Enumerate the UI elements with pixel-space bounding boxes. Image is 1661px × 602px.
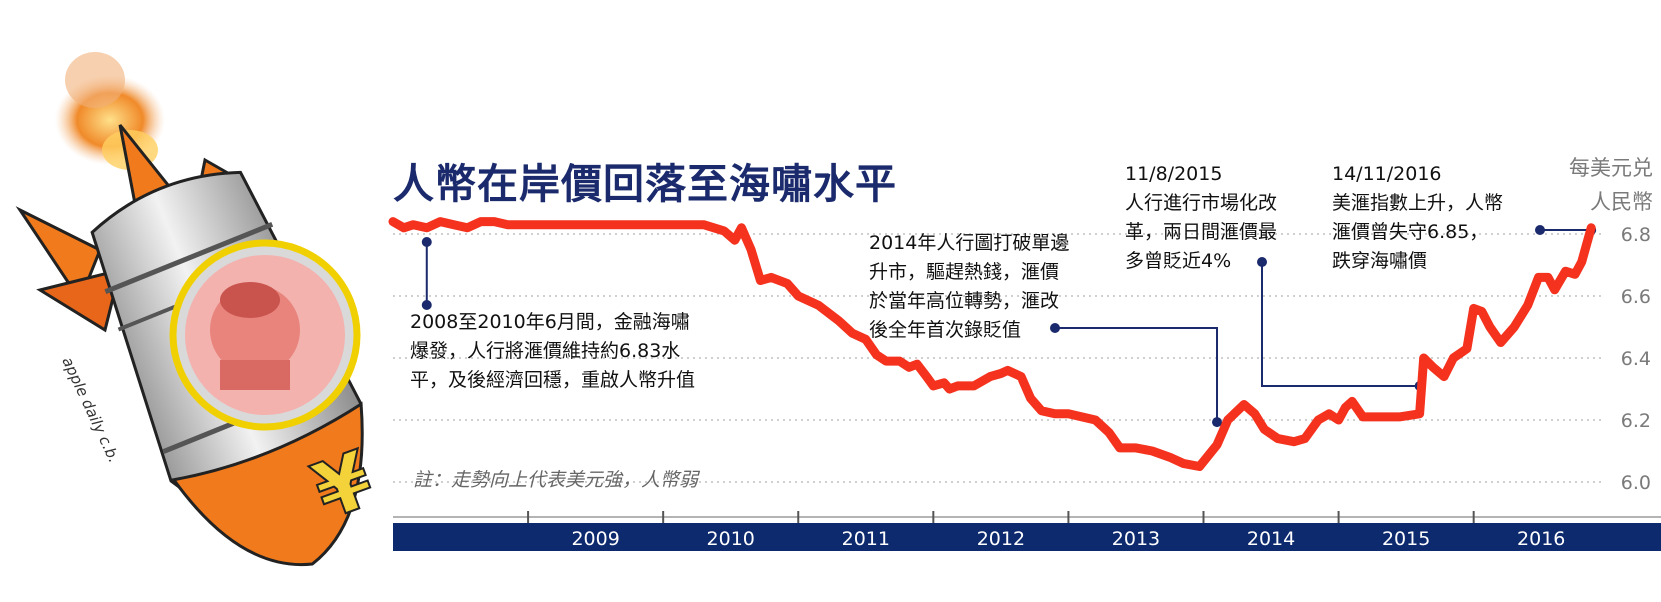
annotation-line: 2008至2010年6月間，金融海嘯 [410,311,690,333]
annotation-line: 平，及後經濟回穩，重啟人幣升值 [410,369,696,391]
chart-footnote: 註：走勢向上代表美元強，人幣弱 [413,469,699,491]
annotation-line: 14/11/2016 [1332,163,1442,185]
x-axis-ticks: 2009 2010 2011 2012 2013 2014 2015 2016 [527,511,1565,550]
annotation-2014: 2014年人行圖打破單邊 升市，驅趕熱錢，滙價 於當年高位轉勢，滙改 後全年首次… [869,229,1069,345]
y-tick-label: 6.2 [1621,410,1651,432]
leader-dot [1257,257,1267,267]
annotation-2015: 11/8/2015 人行進行市場化改 革，兩日間滙價最 多曾貶近4% [1125,160,1277,276]
annotation-line: 升市，驅趕熱錢，滙價 [869,261,1060,283]
x-tick-label: 2010 [707,528,755,550]
leader-dot [421,237,432,247]
y-tick-label: 6.8 [1621,224,1651,246]
series [388,217,1596,471]
annotation-line: 多曾貶近4% [1125,250,1232,272]
x-tick-label: 2012 [977,528,1025,550]
y-tick-label: 6.0 [1621,472,1651,494]
x-tick-label: 2015 [1382,528,1430,550]
leader-dot [1535,225,1545,235]
annotation-2016: 14/11/2016 美滙指數上升，人幣 滙價曾失守6.85， 跌穿海嘯價 [1332,160,1503,276]
annotation-line: 後全年首次錄貶值 [869,319,1022,341]
y-tick-label: 6.4 [1621,348,1651,370]
leader-dot [421,300,432,310]
x-tick-label: 2016 [1517,528,1565,550]
banknote-window [169,239,361,431]
annotation-line: 滙價曾失守6.85， [1332,221,1489,243]
annotation-line: 2014年人行圖打破單邊 [869,232,1070,254]
series-line [388,217,1596,471]
chart-title: 人幣在岸價回落至海嘯水平 [393,160,897,208]
y-axis-ticks: 6.0 6.2 6.4 6.6 6.8 [1621,224,1651,494]
x-axis-band [393,516,1661,551]
x-axis-band-bar [393,523,1661,551]
unit-label-line1: 每美元兑 [1569,156,1653,180]
annotation-line: 於當年高位轉勢，滙改 [869,290,1060,312]
x-tick-label: 2014 [1247,528,1295,550]
rocket-illustration: ¥ apple daily c.b. [15,52,386,567]
x-tick-label: 2009 [571,528,619,550]
leader-line [1055,327,1219,423]
leader-dot [1050,323,1060,333]
annotation-line: 美滙指數上升，人幣 [1332,192,1504,214]
leader-dot [1212,417,1223,428]
annotation-line: 11/8/2015 [1125,163,1223,185]
unit-label-line2: 人民幣 [1590,190,1653,214]
annotation-2008: 2008至2010年6月間，金融海嘯 爆發，人行將滙價維持約6.83水 平，及後… [410,308,695,395]
x-tick-label: 2013 [1112,528,1160,550]
annotation-line: 爆發，人行將滙價維持約6.83水 [410,340,681,362]
annotation-line: 革，兩日間滙價最 [1125,221,1278,243]
leader-line [1261,262,1420,387]
annotation-line: 跌穿海嘯價 [1332,250,1428,272]
x-tick-label: 2011 [842,528,890,550]
exhaust-flame [55,52,165,170]
y-tick-label: 6.6 [1621,286,1651,308]
annotation-line: 人行進行市場化改 [1125,192,1278,214]
